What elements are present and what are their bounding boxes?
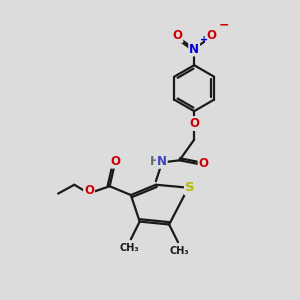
Text: N: N [157,155,167,168]
Text: CH₃: CH₃ [120,243,139,253]
Text: H: H [150,155,160,168]
Text: −: − [219,19,230,32]
Text: O: O [110,155,121,168]
Text: N: N [189,43,199,56]
Text: O: O [199,157,208,170]
Text: O: O [84,184,94,197]
Text: O: O [172,29,182,42]
Text: CH₃: CH₃ [169,246,189,256]
Text: S: S [185,181,195,194]
Text: +: + [200,34,208,44]
Text: O: O [206,29,216,42]
Text: O: O [189,117,199,130]
